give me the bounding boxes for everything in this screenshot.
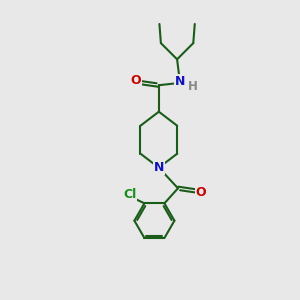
Text: Cl: Cl [123, 188, 136, 201]
Text: N: N [175, 75, 185, 88]
Text: O: O [130, 74, 141, 87]
Text: N: N [154, 161, 164, 174]
Text: O: O [196, 186, 206, 199]
Text: H: H [188, 80, 197, 93]
